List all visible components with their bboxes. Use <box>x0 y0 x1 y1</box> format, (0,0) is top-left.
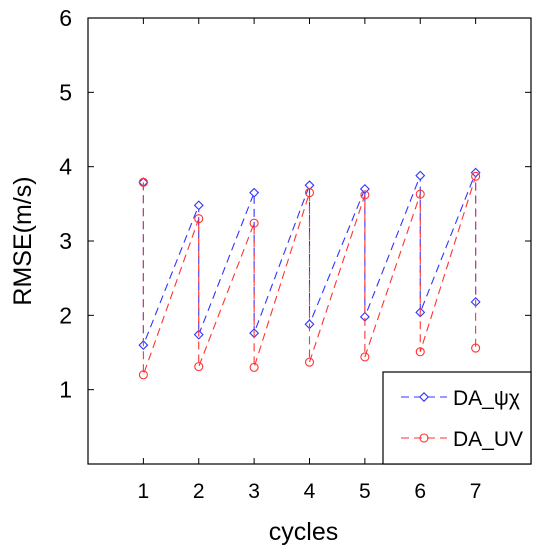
data-point-2 <box>304 357 315 367</box>
data-point-2 <box>471 343 481 353</box>
y-axis-label: RMSE(m/s) <box>9 176 37 305</box>
data-point-2 <box>415 347 425 357</box>
series-line-1 <box>142 172 477 346</box>
data-point-2 <box>249 218 259 228</box>
data-point-2 <box>304 188 315 198</box>
y-tick-label: 2 <box>59 302 72 328</box>
data-point-1 <box>304 180 315 191</box>
data-point-2 <box>360 190 370 200</box>
data-point-2 <box>194 214 204 224</box>
data-point-2 <box>415 189 425 199</box>
x-tick-label: 6 <box>414 480 426 503</box>
x-tick-label: 3 <box>248 480 260 503</box>
legend-marker-1 <box>419 392 429 402</box>
x-tick-label: 1 <box>138 480 150 503</box>
plot-area: 1 2 3 4 5 6 7 1 2 3 4 5 6 cycles RMSE(m/s) DA_ψχ DA_UV <box>9 5 532 546</box>
y-tick-label: 4 <box>59 154 72 180</box>
legend-marker-2 <box>419 433 429 443</box>
legend-label-1: DA_ψχ <box>453 387 520 410</box>
data-point-1 <box>415 170 426 181</box>
data-point-2 <box>471 171 481 181</box>
y-tick-label: 1 <box>59 377 72 403</box>
data-point-2 <box>194 362 204 372</box>
data-point-2 <box>138 177 148 187</box>
legend-box <box>382 371 532 465</box>
data-point-2 <box>249 362 259 372</box>
data-point-2 <box>360 352 370 362</box>
series-line-2 <box>142 176 477 375</box>
y-tick-label: 6 <box>59 5 72 31</box>
x-tick-label: 2 <box>193 480 205 503</box>
x-tick-label: 4 <box>304 480 316 503</box>
x-axis-label: cycles <box>269 518 338 546</box>
data-point-2 <box>138 370 148 380</box>
legend-label-2: DA_UV <box>453 428 523 451</box>
x-tick-label: 5 <box>359 480 371 503</box>
data-point-1 <box>249 187 260 198</box>
y-tick-label: 3 <box>59 228 72 254</box>
data-point-1 <box>193 200 204 211</box>
x-tick-label: 7 <box>470 480 482 503</box>
y-tick-label: 5 <box>59 79 72 105</box>
